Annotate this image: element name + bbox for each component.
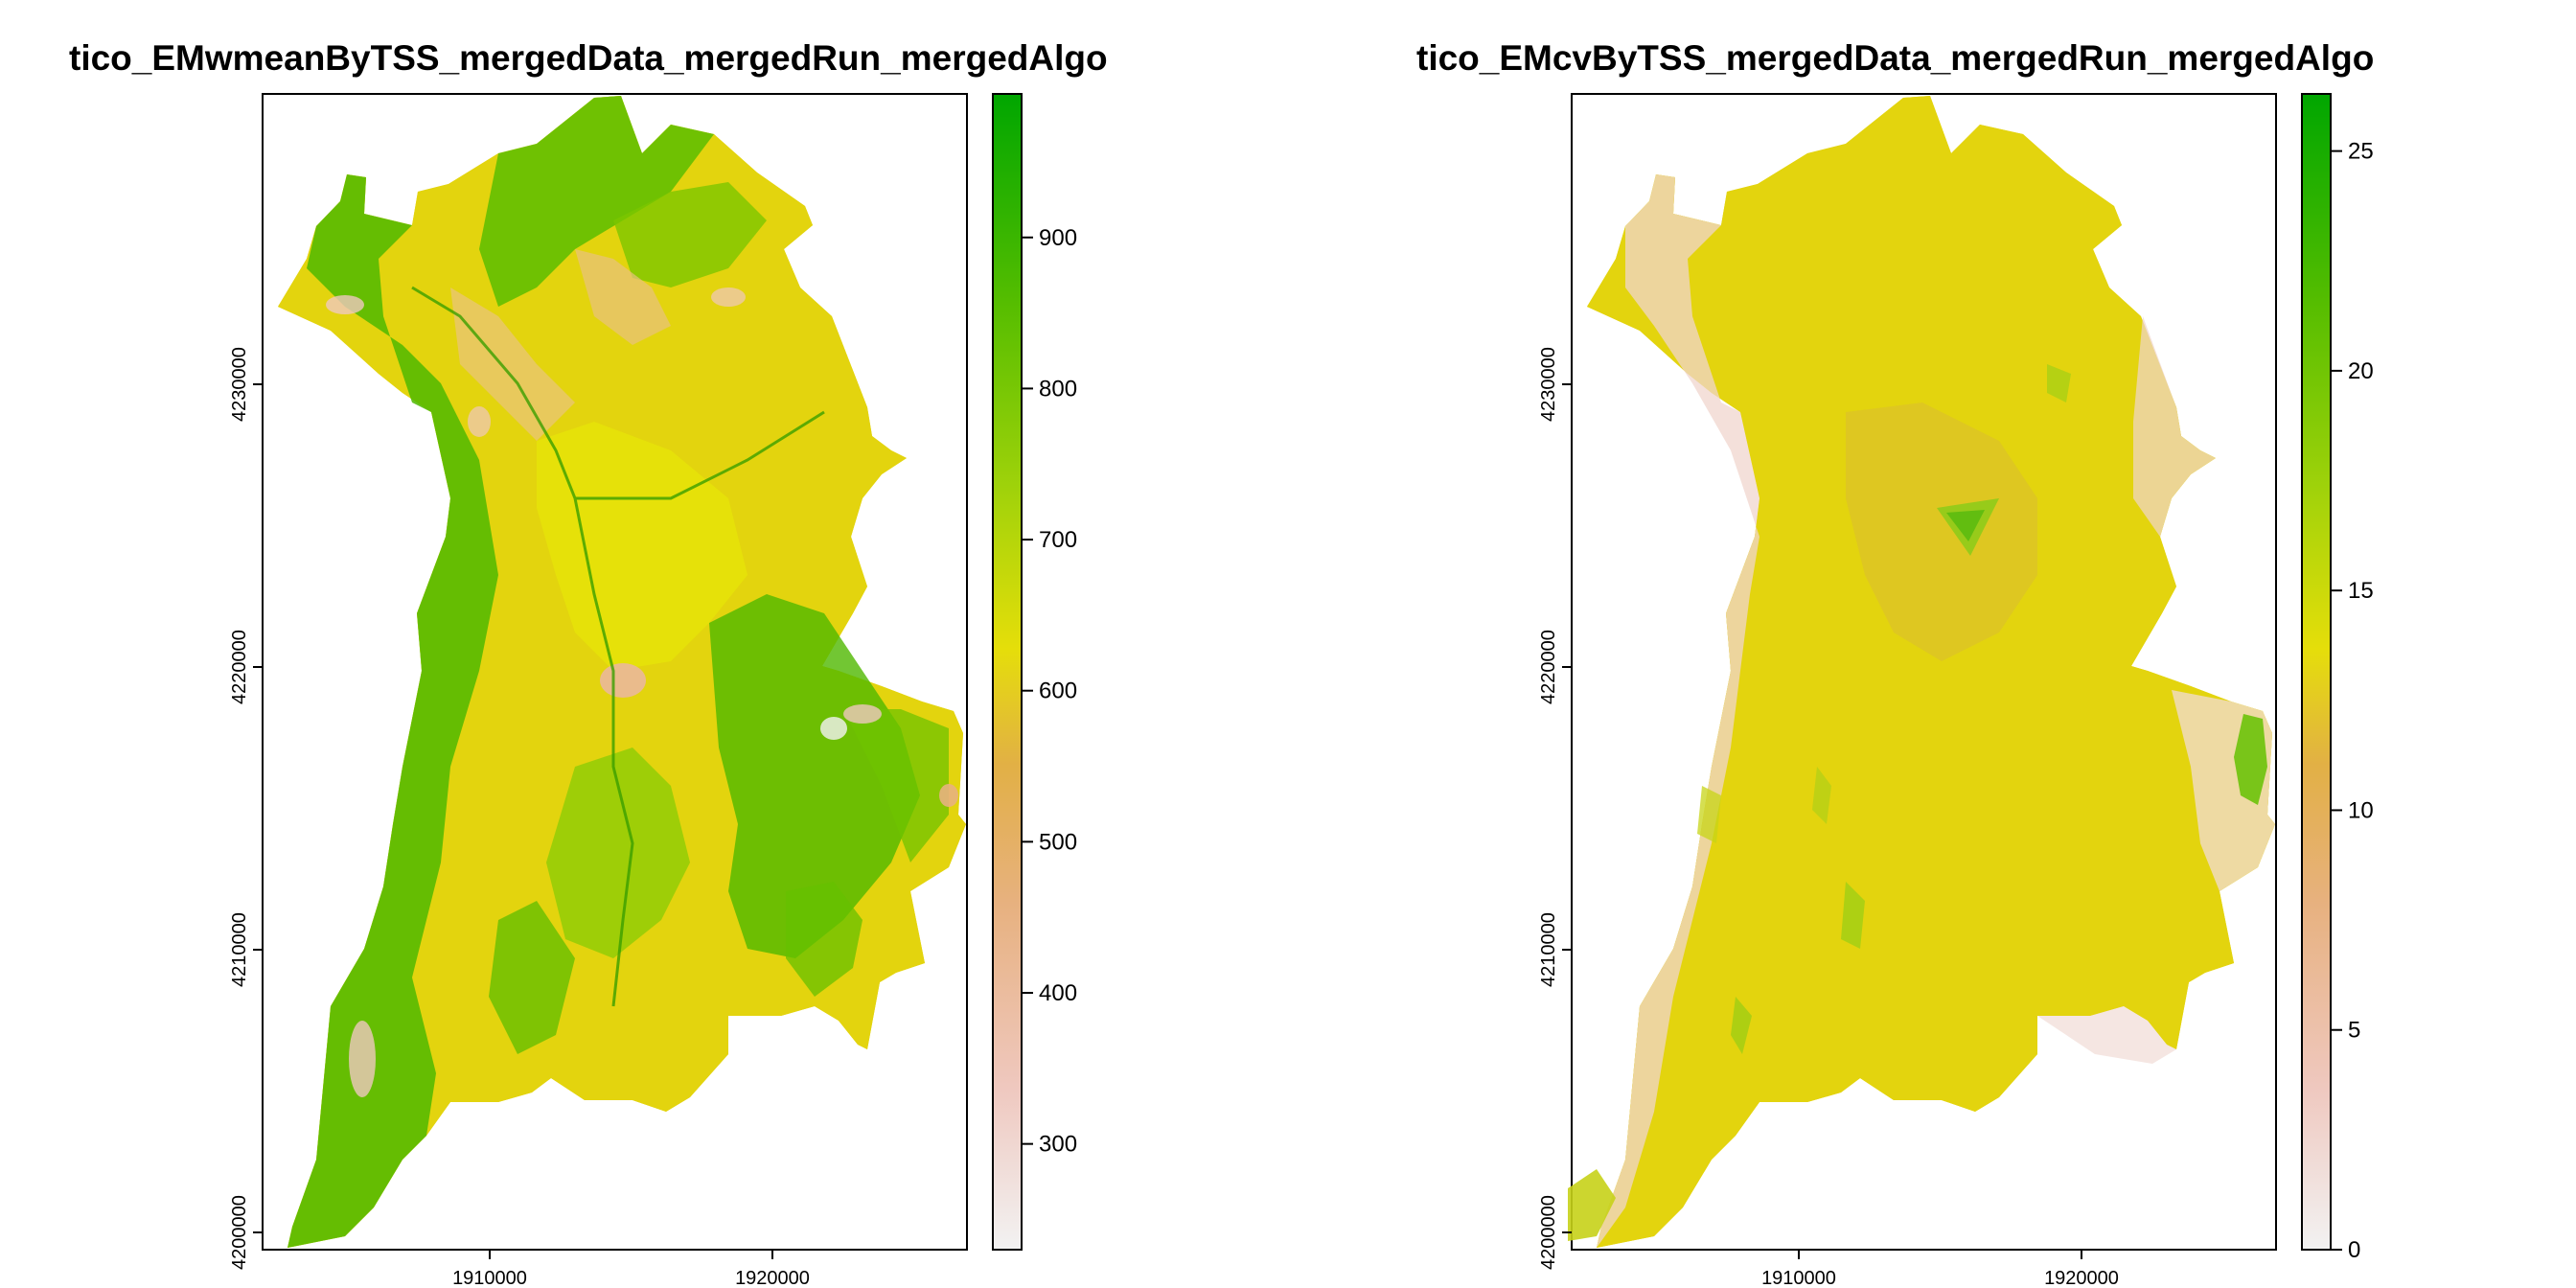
y-tick-label: 4200000 bbox=[229, 1195, 250, 1270]
legend-tick-label: 25 bbox=[2348, 139, 2374, 165]
legend-tick-label: 15 bbox=[2348, 578, 2374, 604]
x-axis-right: 1910000 1920000 bbox=[1761, 1250, 2119, 1288]
y-tick-label: 4230000 bbox=[229, 347, 250, 422]
legend-tick-label: 20 bbox=[2348, 358, 2374, 384]
legend-colorbar-right: 0 5 10 15 20 25 bbox=[2301, 93, 2374, 1263]
map-title-right: tico_EMcvByTSS_mergedData_mergedRun_merg… bbox=[1416, 38, 2375, 78]
map-title-left: tico_EMwmeanByTSS_mergedData_mergedRun_m… bbox=[69, 38, 1108, 78]
legend-tick-label: 900 bbox=[1039, 225, 1077, 251]
legend-tick-label: 5 bbox=[2348, 1018, 2360, 1044]
y-axis-left: 4200000 4210000 4220000 4230000 bbox=[229, 347, 263, 1270]
legend-tick-label: 500 bbox=[1039, 829, 1077, 855]
y-tick-label: 4220000 bbox=[229, 630, 250, 704]
x-tick-label: 1910000 bbox=[1761, 1268, 1836, 1288]
map-panel-left: 1910000 1920000 4200000 4210000 4220000 … bbox=[229, 93, 1077, 1288]
x-tick-label: 1910000 bbox=[452, 1268, 527, 1288]
legend-tick-label: 600 bbox=[1039, 678, 1077, 704]
y-tick-label: 4220000 bbox=[1538, 630, 1559, 704]
x-tick-label: 1920000 bbox=[735, 1268, 810, 1288]
raster-cv bbox=[1568, 96, 2275, 1248]
x-tick-label: 1920000 bbox=[2044, 1268, 2119, 1288]
x-axis-left: 1910000 1920000 bbox=[452, 1250, 810, 1288]
legend-tick-label: 800 bbox=[1039, 376, 1077, 402]
y-tick-label: 4200000 bbox=[1538, 1195, 1559, 1270]
legend-tick-label: 700 bbox=[1039, 527, 1077, 553]
legend-tick-label: 300 bbox=[1039, 1132, 1077, 1158]
y-tick-label: 4210000 bbox=[229, 912, 250, 987]
legend-tick-label: 400 bbox=[1039, 980, 1077, 1006]
legend-colorbar-left: 300 400 500 600 700 800 900 bbox=[992, 93, 1077, 1251]
legend-ticks-right: 0 5 10 15 20 25 bbox=[2331, 139, 2374, 1263]
y-tick-label: 4230000 bbox=[1538, 347, 1559, 422]
map-panel-right: 1910000 1920000 4200000 4210000 4220000 … bbox=[1538, 93, 2374, 1288]
legend-tick-label: 0 bbox=[2348, 1237, 2360, 1263]
legend-ticks-left: 300 400 500 600 700 800 900 bbox=[1022, 225, 1077, 1158]
legend-tick-label: 10 bbox=[2348, 797, 2374, 823]
y-tick-label: 4210000 bbox=[1538, 912, 1559, 987]
raster-mean bbox=[278, 96, 966, 1248]
y-axis-right: 4200000 4210000 4220000 4230000 bbox=[1538, 347, 1572, 1270]
